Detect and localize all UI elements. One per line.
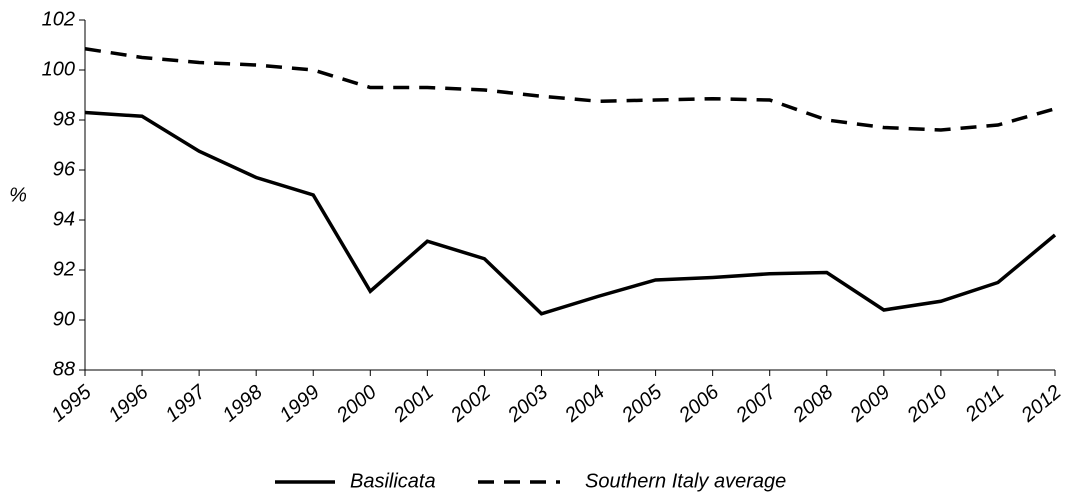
y-tick-label: 90 [53, 308, 75, 330]
y-tick-label: 96 [53, 158, 76, 180]
x-tick-label: 2007 [731, 380, 781, 427]
x-tick-label: 1997 [161, 380, 210, 426]
x-tick-label: 2000 [332, 381, 381, 427]
x-tick-label: 1995 [47, 380, 96, 426]
y-tick-label: 100 [42, 58, 75, 80]
x-tick-label: 2004 [560, 381, 609, 427]
y-tick-label: 102 [42, 8, 75, 30]
x-tick-label: 1999 [276, 381, 324, 426]
x-tick-label: 2001 [389, 381, 438, 427]
legend-label: Basilicata [350, 470, 436, 492]
x-tick-label: 2008 [788, 381, 837, 427]
line-series [84, 47, 1056, 132]
x-tick-label: 2002 [446, 381, 495, 427]
y-tick-label: 94 [53, 208, 75, 230]
y-tick-label: 98 [53, 108, 75, 130]
x-tick-label: 2010 [902, 381, 951, 427]
x-tick-label: 2011 [961, 381, 1009, 426]
x-tick-label: 2006 [674, 380, 724, 427]
legend-label: Southern Italy average [585, 470, 786, 492]
x-tick-label: 2003 [503, 381, 552, 427]
x-tick-label: 2009 [845, 381, 894, 427]
x-tick-label: 1996 [104, 380, 153, 426]
line-series [84, 110, 1057, 316]
y-tick-label: 88 [53, 358, 75, 380]
x-tick-label: 2012 [1017, 381, 1066, 427]
x-tick-label: 2005 [617, 380, 667, 427]
y-tick-label: 92 [53, 258, 75, 280]
x-tick-label: 1998 [219, 381, 267, 426]
y-axis-label: % [9, 184, 27, 206]
